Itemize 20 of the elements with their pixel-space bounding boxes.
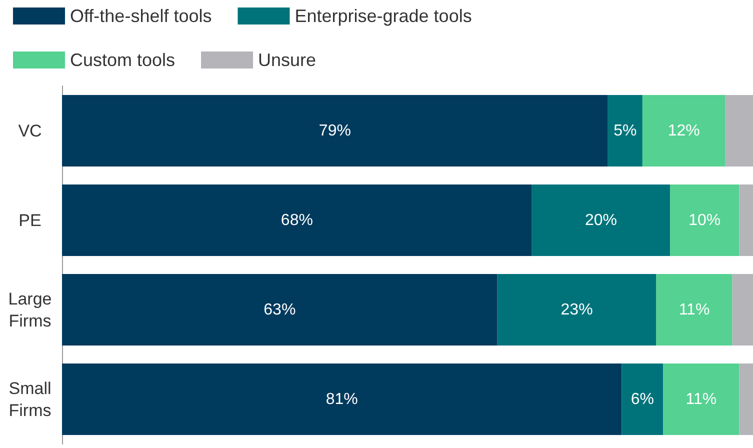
y-tick-label: Small Firms xyxy=(8,378,52,420)
data-label: 81% xyxy=(326,390,358,408)
data-label: 11% xyxy=(678,301,710,318)
legend-label: Unsure xyxy=(258,50,316,70)
y-tick-label: VC xyxy=(18,121,42,140)
data-label: 63% xyxy=(264,301,296,318)
legend-label: Off-the-shelf tools xyxy=(70,6,212,26)
data-label: 10% xyxy=(688,212,721,229)
data-label: 11% xyxy=(686,390,717,408)
data-label: 79% xyxy=(318,122,351,140)
legend-label: Enterprise-grade tools xyxy=(294,6,472,26)
legend-label: Custom tools xyxy=(70,50,176,70)
data-label: 20% xyxy=(584,212,617,229)
data-label: 23% xyxy=(560,301,593,318)
data-label: 5% xyxy=(614,122,637,140)
y-tick-label: Large Firms xyxy=(8,289,52,330)
data-label: 6% xyxy=(630,390,654,408)
data-label: 68% xyxy=(280,212,313,229)
y-tick-label: PE xyxy=(18,210,42,230)
data-label: 12% xyxy=(668,122,700,140)
